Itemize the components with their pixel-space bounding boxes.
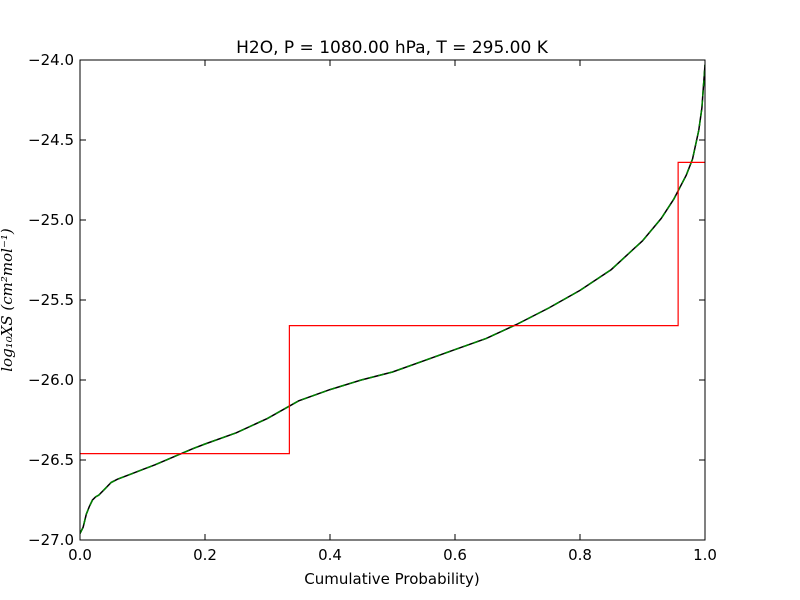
x-axis-ticks: 0.0 0.2 0.4 0.6 0.8 1.0 [68, 60, 717, 564]
y-tick-label: −26.5 [28, 451, 74, 469]
y-tick-label: −24.5 [28, 131, 74, 149]
series-line-3 [80, 161, 705, 455]
x-tick-label: 0.2 [193, 546, 217, 564]
y-axis-label: log₁₀XS (cm²mol⁻¹) [0, 228, 16, 372]
chart-title: H2O, P = 1080.00 hPa, T = 295.00 K [236, 38, 549, 58]
y-tick-label: −24.0 [28, 51, 74, 69]
y-tick-label: −25.0 [28, 211, 74, 229]
series-line-2 [80, 64, 705, 534]
y-tick-label: −27.0 [28, 531, 74, 549]
y-axis-ticks: −27.0 −26.5 −26.0 −25.5 −25.0 −24.5 −24.0 [28, 51, 705, 549]
y-tick-label: −25.5 [28, 291, 74, 309]
x-tick-label: 1.0 [693, 546, 717, 564]
x-tick-label: 0.6 [443, 546, 467, 564]
series-layer [80, 64, 705, 534]
x-tick-label: 0.8 [568, 546, 592, 564]
plot-area [80, 64, 705, 534]
y-tick-label: −26.0 [28, 371, 74, 389]
x-tick-label: 0.4 [318, 546, 342, 564]
x-tick-label: 0.0 [68, 546, 92, 564]
x-axis-label: Cumulative Probability) [304, 570, 480, 588]
